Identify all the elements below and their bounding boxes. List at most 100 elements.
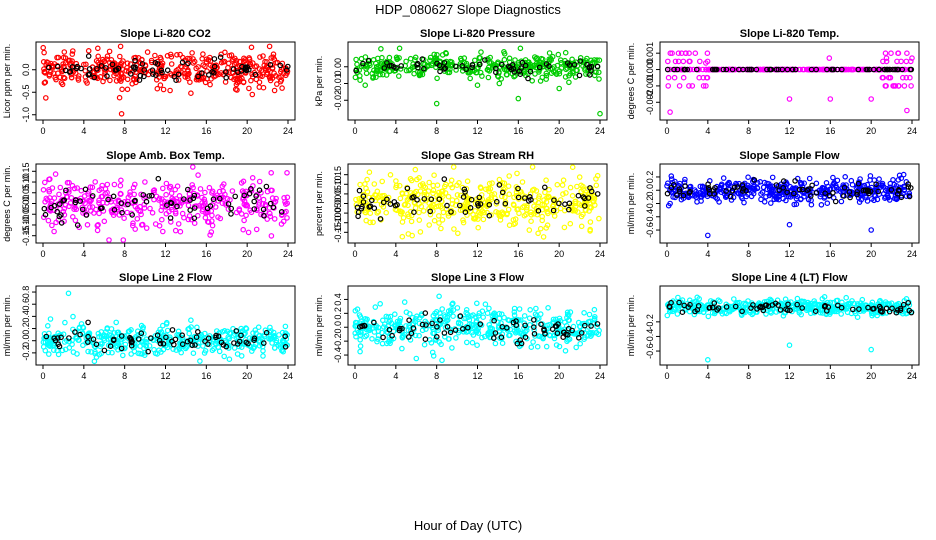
data-point — [65, 290, 72, 297]
data-point — [812, 300, 818, 307]
data-point — [68, 74, 75, 81]
highlight-point — [855, 180, 862, 187]
data-point — [403, 309, 410, 316]
data-points — [664, 50, 915, 115]
highlight-point — [664, 66, 671, 73]
data-point — [474, 82, 481, 89]
data-point — [224, 328, 231, 335]
data-point — [60, 61, 66, 67]
highlight-point — [796, 186, 803, 193]
highlight-point — [873, 181, 879, 188]
data-point — [375, 208, 382, 215]
data-point — [544, 205, 550, 212]
data-point — [572, 200, 579, 207]
data-point — [353, 201, 360, 208]
highlight-point — [538, 321, 544, 328]
data-point — [412, 318, 418, 325]
x-tick-label: 16 — [201, 371, 211, 381]
data-point — [676, 83, 683, 89]
data-point — [216, 188, 223, 195]
data-points — [352, 45, 603, 117]
highlight-point — [54, 208, 61, 215]
x-tick-label: 20 — [554, 371, 564, 381]
data-point — [256, 66, 263, 72]
data-point — [186, 330, 193, 337]
x-tick-label: 16 — [513, 371, 523, 381]
data-point — [375, 194, 381, 201]
highlight-point — [152, 59, 159, 66]
data-point — [446, 336, 452, 342]
panel-6: Slope Sample Flow 0 4 8 12 16 20 24 -0.6-0.4-0.2… — [626, 150, 920, 259]
highlight-point — [72, 329, 78, 335]
highlight-point — [744, 66, 751, 73]
panel-title: Slope Gas Stream RH — [421, 150, 534, 162]
highlight-point — [58, 334, 64, 341]
highlight-point — [408, 330, 415, 337]
highlight-point — [467, 205, 474, 211]
highlight-point — [406, 317, 412, 324]
highlight-point — [179, 59, 186, 66]
highlight-point — [838, 66, 845, 73]
highlight-point — [125, 201, 131, 208]
data-point — [131, 55, 137, 61]
highlight-point — [822, 190, 828, 197]
highlight-point — [528, 196, 534, 203]
data-point — [357, 314, 364, 320]
highlight-point — [67, 68, 74, 75]
data-point — [478, 49, 484, 55]
data-point — [449, 345, 455, 351]
data-point — [420, 208, 427, 214]
data-point — [516, 210, 522, 217]
highlight-point — [674, 192, 680, 198]
data-point — [546, 194, 552, 201]
highlight-point — [535, 208, 542, 214]
highlight-point — [263, 183, 270, 190]
data-point — [439, 306, 446, 312]
data-point — [501, 56, 508, 63]
panel-title: Slope Line 2 Flow — [119, 272, 212, 284]
data-point — [700, 309, 707, 316]
highlight-point — [723, 66, 730, 73]
data-point — [241, 201, 248, 208]
y-tick-label: 0.10 — [333, 176, 343, 194]
highlight-point — [423, 322, 429, 328]
highlight-point — [128, 71, 134, 77]
data-point — [152, 221, 159, 227]
x-tick-label: 24 — [907, 126, 917, 136]
data-point — [786, 96, 793, 102]
data-point — [730, 296, 737, 302]
data-point — [386, 54, 393, 61]
data-point — [758, 196, 764, 203]
data-point — [578, 223, 585, 230]
data-point — [416, 314, 423, 321]
y-tick-label: 0.00 — [333, 195, 343, 213]
data-point — [426, 179, 433, 186]
data-point — [757, 66, 763, 73]
highlight-point — [204, 205, 211, 212]
data-point — [715, 297, 722, 304]
highlight-point — [261, 213, 267, 219]
data-point — [907, 74, 913, 81]
data-point — [672, 306, 678, 313]
data-point — [554, 62, 561, 69]
data-point — [883, 83, 889, 89]
highlight-point — [444, 202, 450, 209]
data-point — [271, 87, 278, 94]
data-point — [422, 189, 428, 196]
data-point — [904, 50, 910, 57]
highlight-point — [69, 64, 76, 70]
x-axis-label: Hour of Day (UTC) — [414, 518, 522, 533]
highlight-point — [164, 67, 171, 74]
y-tick-label: 0.0 — [21, 334, 31, 347]
data-point — [397, 208, 403, 214]
highlight-point — [360, 199, 367, 205]
data-point — [269, 195, 276, 201]
data-point — [362, 315, 369, 322]
data-point — [821, 293, 828, 300]
highlight-point — [353, 67, 359, 74]
data-point — [51, 228, 57, 235]
data-point — [826, 55, 833, 61]
data-point — [196, 203, 202, 209]
highlight-point — [676, 188, 683, 195]
